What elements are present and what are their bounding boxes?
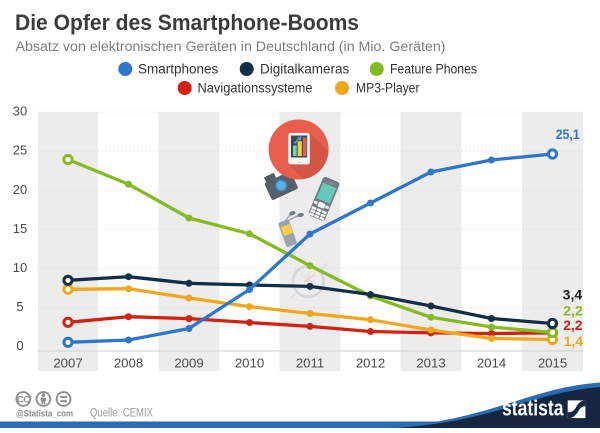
svg-text:2013: 2013 (416, 355, 445, 370)
svg-text:25: 25 (13, 143, 27, 158)
svg-text:MP3-Player: MP3-Player (356, 81, 420, 96)
svg-text:Absatz von elektronischen Gerä: Absatz von elektronischen Geräten in Deu… (16, 38, 446, 54)
svg-text:2007: 2007 (53, 355, 82, 370)
svg-text:25,1: 25,1 (556, 126, 580, 142)
svg-text:5: 5 (16, 299, 23, 314)
svg-text:Navigationssysteme: Navigationssysteme (198, 81, 313, 96)
svg-text:2012: 2012 (356, 355, 385, 370)
svg-text:20: 20 (13, 182, 27, 197)
svg-text:CC: CC (17, 394, 30, 405)
svg-text:2,2: 2,2 (563, 317, 583, 333)
svg-text:2009: 2009 (174, 355, 203, 370)
svg-text:15: 15 (13, 221, 27, 236)
svg-text:2011: 2011 (296, 355, 324, 370)
svg-text:2,2: 2,2 (563, 303, 583, 319)
svg-text:3,4: 3,4 (563, 287, 583, 303)
svg-text:2008: 2008 (114, 355, 143, 370)
svg-text:Digitalkameras: Digitalkameras (260, 62, 350, 77)
svg-text:Feature Phones: Feature Phones (390, 62, 477, 77)
svg-text:Smartphones: Smartphones (138, 62, 219, 77)
svg-text:2014: 2014 (477, 355, 506, 370)
svg-text:1,4: 1,4 (564, 333, 584, 349)
svg-text:@Statista_com: @Statista_com (16, 409, 73, 419)
svg-text:2010: 2010 (235, 355, 264, 370)
svg-text:2015: 2015 (538, 355, 567, 370)
svg-text:statista: statista (502, 396, 564, 421)
svg-text:30: 30 (13, 104, 27, 119)
svg-text:Die Opfer des Smartphone-Booms: Die Opfer des Smartphone-Booms (15, 10, 359, 35)
svg-text:10: 10 (13, 260, 27, 275)
svg-text:Quelle: CEMIX: Quelle: CEMIX (90, 408, 153, 420)
svg-text:0: 0 (16, 338, 23, 353)
